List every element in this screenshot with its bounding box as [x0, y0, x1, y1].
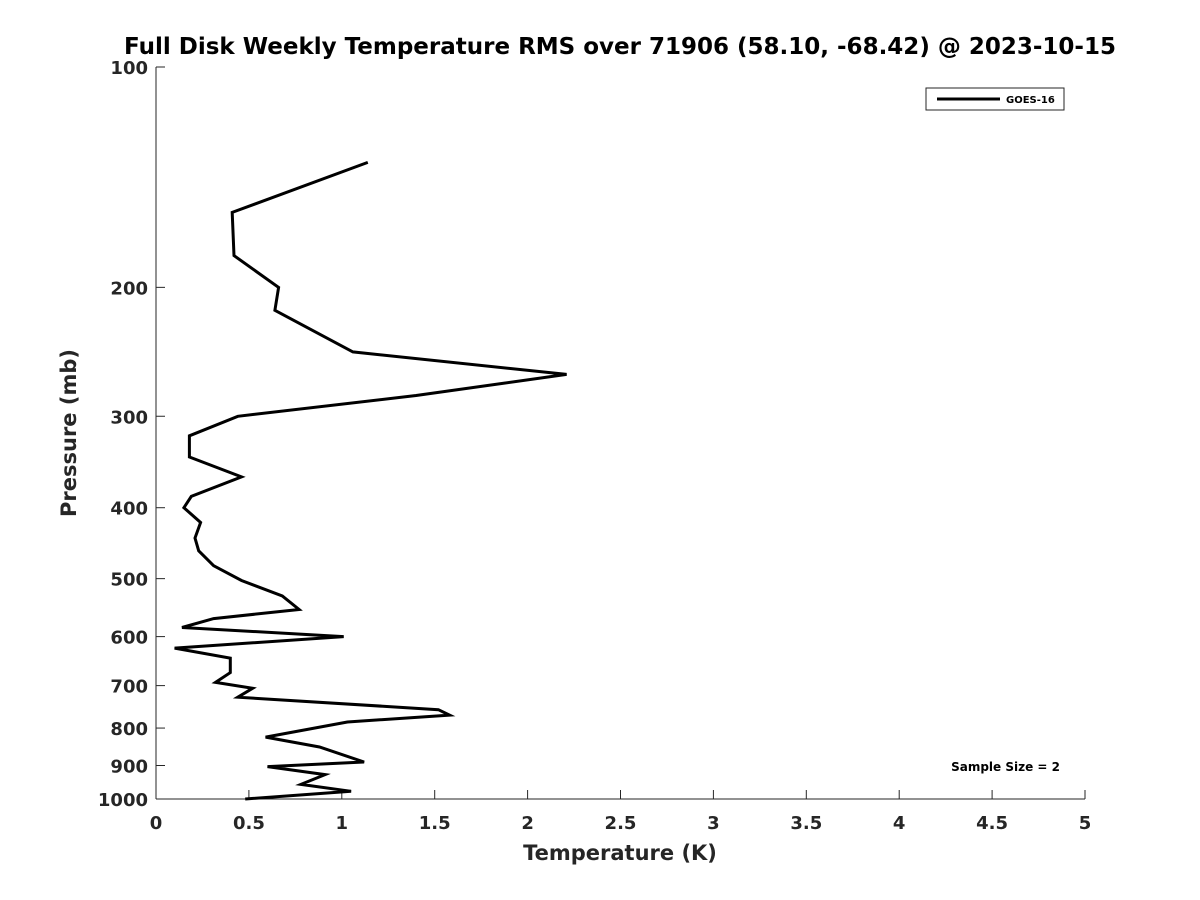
y-tick-label: 400: [110, 499, 148, 520]
chart-title: Full Disk Weekly Temperature RMS over 71…: [124, 34, 1116, 60]
y-tick-label: 900: [110, 757, 148, 778]
legend-label: GOES-16: [1006, 95, 1055, 106]
y-tick-label: 100: [110, 58, 148, 79]
sample-size-annotation: Sample Size = 2: [951, 760, 1060, 774]
y-axis-title: Pressure (mb): [57, 349, 81, 517]
y-tick-label: 200: [110, 278, 148, 299]
x-tick-label: 1: [336, 813, 349, 834]
legend: GOES-16: [925, 87, 1065, 111]
x-tick-label: 2.5: [605, 813, 637, 834]
x-tick-label: 3.5: [790, 813, 822, 834]
x-tick-label: 0.5: [233, 813, 265, 834]
y-tick-label: 700: [110, 677, 148, 698]
x-tick-label: 0: [150, 813, 163, 834]
x-axis-title: Temperature (K): [523, 841, 717, 865]
y-tick-label: 1000: [98, 790, 148, 811]
x-tick-label: 2: [521, 813, 534, 834]
x-tick-label: 5: [1079, 813, 1092, 834]
y-tick-label: 800: [110, 719, 148, 740]
y-tick-label: 600: [110, 628, 148, 649]
series-layer: [174, 160, 567, 801]
x-tick-label: 3: [707, 813, 720, 834]
x-tick-label: 1.5: [419, 813, 451, 834]
x-ticks-group: 0 0.5 1 1.5 2 2.5 3 3.5 4 4.5 5: [150, 790, 1092, 834]
y-ticks-group: 100 200 300 400 500 600 700 800 900 1000: [98, 58, 165, 811]
x-tick-label: 4.5: [976, 813, 1008, 834]
plot-area: [156, 67, 1085, 799]
series-line-goes-16: [174, 160, 567, 801]
x-tick-label: 4: [893, 813, 906, 834]
y-tick-label: 300: [110, 407, 148, 428]
y-tick-label: 500: [110, 570, 148, 591]
